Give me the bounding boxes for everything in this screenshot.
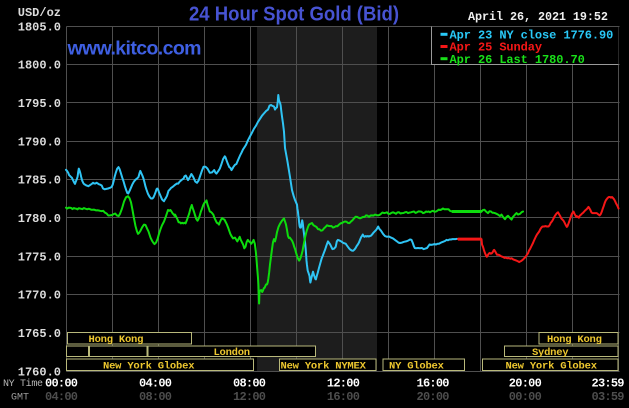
svg-text:New York NYMEX: New York NYMEX [281, 361, 367, 373]
svg-text:April 26, 2021 19:52: April 26, 2021 19:52 [468, 10, 608, 24]
svg-text:USD/oz: USD/oz [18, 6, 61, 20]
svg-text:00:00: 00:00 [45, 377, 78, 391]
svg-text:1805.0: 1805.0 [18, 20, 61, 34]
svg-text:1760.0: 1760.0 [18, 365, 61, 379]
svg-text:12:00: 12:00 [233, 390, 266, 404]
svg-text:Hong Kong: Hong Kong [547, 334, 602, 346]
svg-text:NY Globex: NY Globex [389, 361, 445, 373]
svg-text:New York Globex: New York Globex [103, 361, 195, 373]
svg-text:04:00: 04:00 [139, 377, 172, 391]
svg-text:08:00: 08:00 [139, 390, 172, 404]
svg-text:1765.0: 1765.0 [18, 327, 61, 341]
svg-text:16:00: 16:00 [417, 377, 450, 391]
svg-text:1790.0: 1790.0 [18, 135, 61, 149]
svg-text:1775.0: 1775.0 [18, 250, 61, 264]
svg-text:Hong Kong: Hong Kong [89, 334, 144, 346]
svg-text:New York Globex: New York Globex [506, 361, 598, 373]
svg-text:20:00: 20:00 [509, 377, 542, 391]
svg-text:GMT: GMT [11, 393, 29, 404]
svg-text:1800.0: 1800.0 [18, 59, 61, 73]
svg-text:Apr 25 Sunday: Apr 25 Sunday [450, 41, 543, 55]
svg-text:www.kitco.com: www.kitco.com [67, 38, 202, 60]
svg-text:23:59: 23:59 [592, 377, 625, 391]
svg-text:Sydney: Sydney [532, 347, 569, 359]
svg-text:04:00: 04:00 [45, 390, 78, 404]
svg-text:1770.0: 1770.0 [18, 289, 61, 303]
svg-text:1785.0: 1785.0 [18, 174, 61, 188]
svg-text:16:00: 16:00 [327, 390, 360, 404]
svg-text:12:00: 12:00 [327, 377, 360, 391]
svg-text:London: London [214, 347, 251, 359]
svg-text:24 Hour Spot Gold (Bid): 24 Hour Spot Gold (Bid) [189, 4, 399, 26]
svg-text:NY Time: NY Time [3, 378, 43, 390]
svg-text:20:00: 20:00 [417, 390, 450, 404]
svg-text:1780.0: 1780.0 [18, 212, 61, 226]
svg-text:00:00: 00:00 [509, 390, 542, 404]
svg-text:1795.0: 1795.0 [18, 97, 61, 111]
svg-text:Apr 26 Last 1780.70: Apr 26 Last 1780.70 [450, 53, 585, 67]
svg-text:Apr 23 NY close 1776.90: Apr 23 NY close 1776.90 [450, 29, 614, 43]
svg-text:08:00: 08:00 [233, 377, 266, 391]
svg-text:03:59: 03:59 [592, 390, 625, 404]
